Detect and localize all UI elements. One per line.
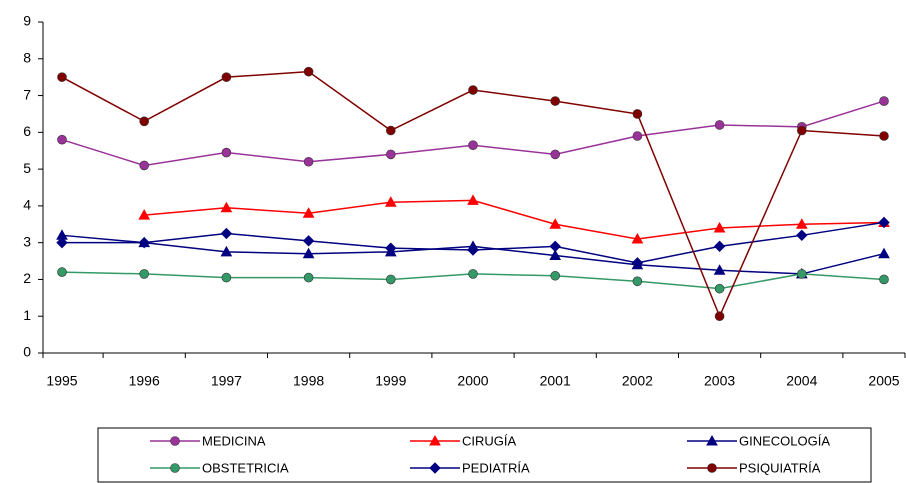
marker bbox=[139, 116, 149, 127]
legend-marker bbox=[429, 434, 441, 446]
legend-label: PSIQUIATRÍA bbox=[739, 460, 821, 475]
marker bbox=[302, 207, 315, 218]
x-tick-label: 2001 bbox=[540, 373, 571, 389]
marker bbox=[468, 140, 478, 151]
legend-marker bbox=[429, 462, 441, 474]
marker bbox=[139, 160, 149, 171]
marker bbox=[549, 249, 562, 261]
x-tick-label: 2002 bbox=[622, 373, 653, 389]
marker bbox=[631, 257, 644, 269]
y-tick-label: 1 bbox=[23, 307, 31, 323]
marker bbox=[221, 147, 232, 158]
marker bbox=[468, 269, 478, 279]
marker bbox=[796, 125, 807, 136]
marker bbox=[467, 244, 479, 256]
marker bbox=[57, 72, 67, 82]
marker bbox=[878, 247, 890, 259]
marker bbox=[631, 232, 644, 244]
marker bbox=[303, 156, 314, 167]
y-tick-label: 8 bbox=[23, 49, 31, 65]
marker bbox=[713, 240, 726, 253]
marker bbox=[549, 240, 561, 253]
x-tick-label: 1997 bbox=[211, 373, 242, 389]
marker bbox=[303, 66, 314, 77]
marker bbox=[303, 272, 314, 283]
marker bbox=[221, 72, 232, 82]
marker bbox=[57, 267, 67, 277]
marker bbox=[220, 245, 233, 257]
marker bbox=[878, 216, 890, 229]
series-line bbox=[61, 100, 885, 167]
marker bbox=[714, 311, 725, 322]
legend-marker bbox=[170, 436, 180, 446]
y-tick-label: 9 bbox=[23, 13, 31, 29]
marker bbox=[138, 209, 151, 220]
marker bbox=[385, 274, 396, 285]
marker bbox=[220, 201, 233, 213]
marker bbox=[138, 236, 150, 249]
x-tick-label: 1999 bbox=[375, 373, 406, 389]
marker bbox=[879, 131, 889, 141]
marker bbox=[385, 125, 396, 136]
marker bbox=[550, 270, 561, 281]
marker bbox=[714, 120, 725, 130]
y-tick-label: 5 bbox=[23, 160, 31, 176]
x-tick-label: 1995 bbox=[46, 373, 77, 389]
series-line bbox=[144, 199, 885, 240]
marker bbox=[302, 247, 315, 259]
x-tick-label: 1998 bbox=[293, 373, 324, 389]
legend-box bbox=[97, 427, 872, 483]
marker bbox=[57, 134, 67, 145]
legend-label: GINECOLOGÍA bbox=[739, 433, 830, 448]
y-tick-label: 0 bbox=[23, 344, 31, 360]
marker bbox=[385, 242, 397, 254]
marker bbox=[139, 269, 149, 279]
x-tick-label: 2004 bbox=[786, 373, 817, 389]
marker bbox=[713, 221, 726, 233]
marker bbox=[796, 229, 808, 242]
marker bbox=[796, 269, 807, 279]
legend-marker bbox=[170, 463, 180, 473]
y-tick-label: 6 bbox=[23, 123, 31, 139]
marker bbox=[632, 276, 643, 287]
y-tick-label: 3 bbox=[23, 233, 31, 249]
legend-label: OBSTETRICIA bbox=[202, 460, 289, 475]
marker bbox=[549, 218, 562, 229]
marker bbox=[879, 274, 889, 285]
x-tick-label: 2003 bbox=[704, 373, 735, 389]
y-tick-label: 2 bbox=[23, 270, 31, 286]
marker bbox=[468, 85, 478, 95]
marker bbox=[56, 236, 68, 249]
legend-marker bbox=[707, 463, 717, 473]
marker bbox=[714, 283, 725, 294]
legend-marker bbox=[706, 434, 718, 446]
marker bbox=[550, 96, 561, 106]
marker bbox=[221, 272, 232, 283]
x-tick-label: 2000 bbox=[457, 373, 488, 389]
legend-label: CIRUGÍA bbox=[462, 433, 517, 448]
legend-label: MEDICINA bbox=[202, 433, 266, 448]
series-line bbox=[61, 70, 885, 319]
legend-label: PEDIATRÍA bbox=[462, 460, 530, 475]
marker bbox=[467, 194, 479, 205]
marker bbox=[384, 196, 397, 207]
x-tick-label: 2005 bbox=[868, 373, 899, 389]
marker bbox=[713, 264, 726, 275]
y-tick-label: 7 bbox=[23, 86, 31, 102]
x-tick-label: 1996 bbox=[129, 373, 160, 389]
marker bbox=[632, 109, 643, 119]
marker bbox=[550, 149, 561, 160]
marker bbox=[879, 96, 889, 106]
marker bbox=[632, 131, 643, 141]
marker bbox=[385, 149, 396, 160]
marker bbox=[795, 218, 808, 229]
marker bbox=[302, 235, 315, 247]
marker bbox=[220, 227, 233, 240]
y-tick-label: 4 bbox=[23, 197, 31, 213]
